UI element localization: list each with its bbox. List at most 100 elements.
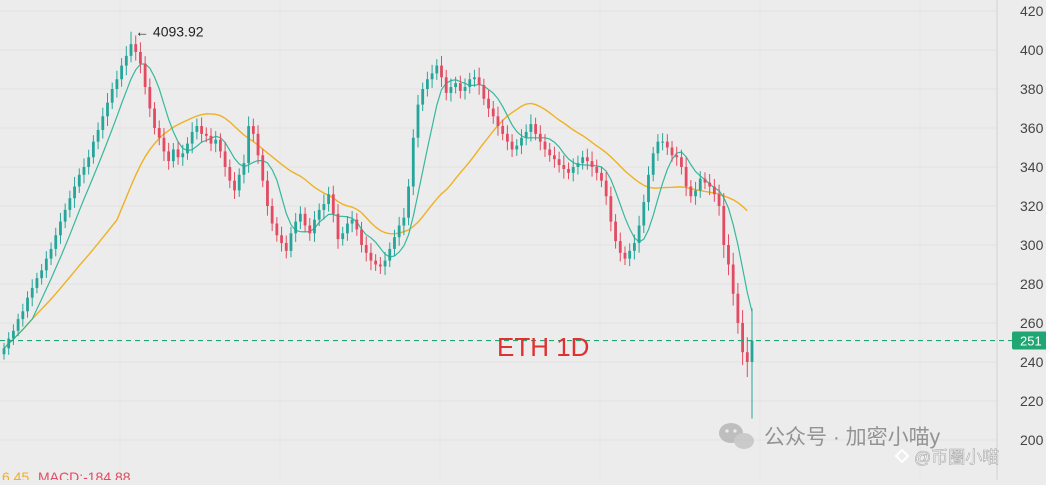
candle: [157, 120, 161, 146]
candle: [186, 137, 189, 160]
candle: [585, 148, 589, 170]
ma-slow-line: [3, 102, 748, 349]
candle: [26, 291, 29, 318]
candle: [134, 35, 138, 61]
candle: [266, 170, 269, 216]
candle: [581, 150, 585, 170]
candle: [280, 226, 283, 252]
candle: [505, 125, 509, 151]
y-tick-label: 400: [1020, 42, 1044, 58]
candle: [327, 186, 331, 212]
candle: [49, 242, 53, 266]
candle: [21, 303, 25, 327]
candle: [416, 94, 420, 148]
candle: [647, 166, 650, 211]
candle: [317, 203, 321, 227]
y-tick-label: 220: [1020, 393, 1044, 409]
candle: [482, 78, 486, 106]
candle: [143, 56, 147, 95]
candle: [722, 193, 726, 258]
candle: [12, 324, 15, 346]
candle: [393, 229, 396, 257]
candle: [595, 159, 599, 181]
candle: [515, 139, 519, 156]
y-tick-label: 340: [1020, 159, 1044, 175]
candle: [468, 72, 472, 94]
candle: [200, 117, 203, 143]
candle: [101, 107, 105, 139]
candle: [153, 102, 156, 135]
y-tick-label: 320: [1020, 198, 1044, 214]
candle: [435, 59, 439, 80]
candle: [176, 141, 180, 165]
candle: [247, 116, 251, 173]
chart-symbol-label: ETH 1D: [497, 332, 589, 362]
candle: [402, 208, 406, 236]
candle: [496, 106, 500, 136]
chart-grid: [0, 0, 997, 480]
candles: [2, 31, 754, 419]
candle: [378, 256, 382, 274]
candle: [68, 190, 72, 218]
candle: [44, 251, 48, 278]
candle: [576, 155, 580, 175]
candle: [195, 118, 199, 140]
candle: [491, 100, 495, 124]
candle: [294, 213, 298, 242]
candle: [171, 143, 175, 168]
candle: [425, 71, 429, 97]
candle: [261, 148, 265, 188]
candle: [618, 232, 622, 262]
candle: [308, 217, 312, 241]
candle: [543, 134, 547, 157]
candle: [374, 254, 378, 271]
candle: [91, 135, 95, 164]
candle: [110, 82, 114, 110]
candle: [717, 184, 721, 216]
candle: [82, 158, 86, 184]
watermark-handle: @币圈小喵: [914, 448, 999, 467]
y-tick-label: 260: [1020, 315, 1044, 331]
candle: [120, 58, 124, 87]
candle: [289, 226, 293, 258]
candle: [510, 134, 514, 157]
candle: [54, 227, 58, 257]
y-tick-label: 300: [1020, 237, 1044, 253]
current-price-value: 251: [1020, 334, 1042, 349]
candle: [609, 186, 613, 232]
candle: [360, 221, 363, 253]
candle: [590, 151, 594, 177]
candle: [313, 211, 316, 242]
candle: [251, 118, 255, 142]
candle: [124, 46, 128, 76]
candle: [181, 144, 185, 166]
candle: [741, 310, 744, 366]
candle: [270, 198, 274, 232]
candle: [708, 174, 712, 196]
y-tick-label: 200: [1020, 432, 1044, 448]
candle: [336, 204, 340, 249]
candle: [350, 211, 354, 233]
candle: [223, 141, 227, 177]
candle: [364, 236, 368, 262]
candle: [190, 122, 194, 154]
y-tick-label: 240: [1020, 354, 1044, 370]
price-axis: 200 220 240 260 280 300 320 340 360 380 400 420: [1020, 3, 1044, 448]
candle: [237, 168, 241, 197]
candle: [632, 234, 636, 260]
candle: [614, 214, 617, 249]
candle: [628, 243, 632, 267]
candle: [440, 55, 443, 87]
candle: [487, 90, 490, 118]
candle: [233, 172, 236, 199]
candle: [444, 69, 448, 101]
candle: [675, 146, 679, 166]
moving-averages: [3, 63, 753, 349]
candle: [557, 151, 561, 173]
candle: [35, 272, 39, 294]
candle: [534, 117, 537, 141]
candle: [750, 308, 754, 419]
candle: [2, 342, 6, 360]
candle: [637, 215, 641, 253]
